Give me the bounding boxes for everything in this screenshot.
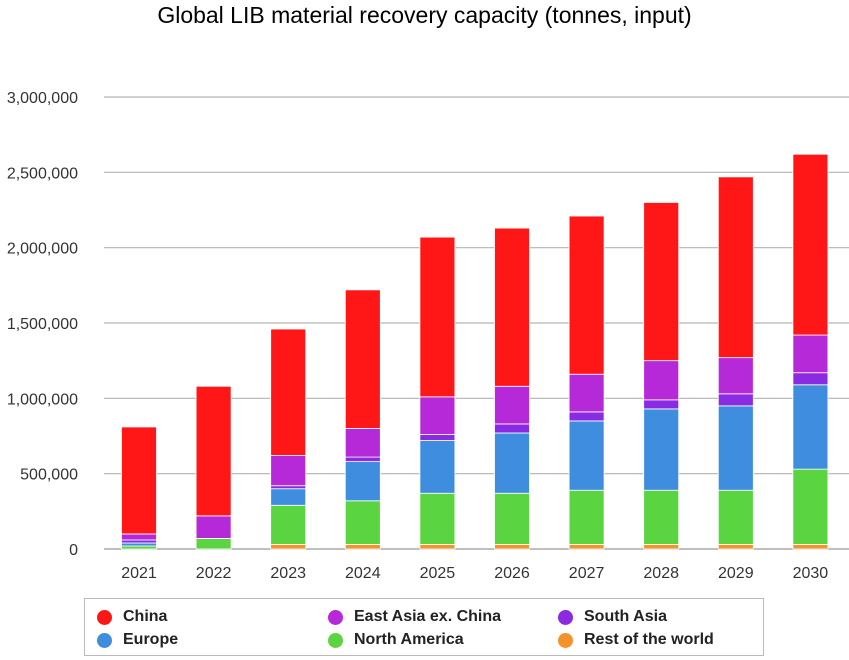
bar-segment xyxy=(419,434,456,441)
bar-segment xyxy=(792,153,829,336)
bar-segment xyxy=(494,227,530,387)
bar-segment xyxy=(270,544,307,550)
legend-swatch xyxy=(97,632,112,648)
bar-segment xyxy=(195,538,232,550)
legend-label: East Asia ex. China xyxy=(354,608,502,625)
legend-swatch xyxy=(558,609,573,625)
bar-segment xyxy=(792,372,829,386)
legend: China East Asia ex. China South Asia Eur… xyxy=(84,598,764,656)
chart-title: Global LIB material recovery capacity (t… xyxy=(157,2,692,28)
legend-label: North America xyxy=(354,631,464,648)
bar-segment xyxy=(344,289,381,429)
x-tick-label: 2024 xyxy=(345,565,381,582)
bar-segment xyxy=(568,544,605,550)
x-tick-label: 2023 xyxy=(270,565,306,582)
bar-segment xyxy=(643,408,680,491)
bar-segment xyxy=(494,432,530,494)
bar-segment xyxy=(121,426,157,535)
y-tick-label: 3,000,000 xyxy=(7,90,78,107)
x-tick-label: 2027 xyxy=(569,565,605,582)
x-tick-label: 2029 xyxy=(718,565,754,582)
bar-segment xyxy=(270,488,307,506)
bar-segment xyxy=(344,544,381,550)
bar-segment xyxy=(121,542,157,547)
bar-segment xyxy=(643,202,680,362)
bar-segment xyxy=(643,399,680,410)
bar-segment xyxy=(195,515,232,539)
bar-segment xyxy=(270,328,307,456)
bar-segment xyxy=(792,468,829,545)
bar-segment xyxy=(717,357,754,395)
bar-segment xyxy=(643,360,680,401)
bar-segment xyxy=(568,420,605,491)
x-tick-label: 2030 xyxy=(793,565,829,582)
bar-segment xyxy=(643,544,680,550)
bar-segment xyxy=(419,492,456,545)
legend-swatch xyxy=(328,609,343,625)
bar-segment xyxy=(344,456,381,463)
bar-segment xyxy=(344,461,381,502)
bar-segment xyxy=(643,489,680,545)
bar-segment xyxy=(792,384,829,470)
bar-segment xyxy=(494,544,530,550)
bar-segment xyxy=(121,539,157,544)
bar-segment xyxy=(717,405,754,491)
bar-segment xyxy=(717,544,754,550)
legend-item-europe: Europe xyxy=(97,630,178,650)
bar-segment xyxy=(121,545,157,550)
legend-swatch xyxy=(97,609,112,625)
legend-item-rest-of-the-world: Rest of the world xyxy=(558,630,714,650)
legend-item-east-asia-ex-china: East Asia ex. China xyxy=(328,607,501,627)
bar-segment xyxy=(717,393,754,407)
bar-segment xyxy=(195,385,232,517)
bars xyxy=(121,153,829,550)
legend-label: Rest of the world xyxy=(584,631,714,648)
y-tick-label: 0 xyxy=(69,542,78,559)
bar-segment xyxy=(568,411,605,422)
bar-segment xyxy=(568,215,605,375)
bar-segment xyxy=(717,489,754,545)
bar-segment xyxy=(494,423,530,434)
y-tick-label: 500,000 xyxy=(20,467,78,484)
bar-segment xyxy=(717,176,754,359)
legend-swatch xyxy=(558,632,573,648)
bar-segment xyxy=(494,385,530,425)
bar-segment xyxy=(121,533,157,541)
legend-swatch xyxy=(328,632,343,648)
bar-segment xyxy=(792,334,829,374)
y-tick-label: 2,500,000 xyxy=(7,165,78,182)
bar-segment xyxy=(270,485,307,490)
stacked-bar-chart: 0 500,000 1,000,000 1,500,000 2,000,000 2,500… xyxy=(7,90,849,582)
legend-label: China xyxy=(123,608,168,625)
legend-item-north-america: North America xyxy=(328,630,464,650)
legend-item-south-asia: South Asia xyxy=(558,607,667,627)
bar-segment xyxy=(344,500,381,545)
bar-segment xyxy=(270,455,307,487)
x-tick-label: 2021 xyxy=(121,565,157,582)
axes: 0 500,000 1,000,000 1,500,000 2,000,000 2,500… xyxy=(7,90,828,582)
legend-label: Europe xyxy=(123,631,179,648)
bar-segment xyxy=(419,236,456,398)
x-tick-label: 2022 xyxy=(196,565,232,582)
bar-segment xyxy=(419,396,456,435)
x-tick-label: 2026 xyxy=(494,565,530,582)
bar-segment xyxy=(494,492,530,545)
bar-segment xyxy=(344,428,381,458)
y-tick-label: 1,000,000 xyxy=(7,391,78,408)
legend-item-china: China xyxy=(97,607,167,627)
x-tick-label: 2025 xyxy=(420,565,456,582)
y-tick-label: 1,500,000 xyxy=(7,316,78,333)
bar-segment xyxy=(792,544,829,550)
y-tick-label: 2,000,000 xyxy=(7,241,78,258)
bar-segment xyxy=(419,440,456,494)
x-tick-label: 2028 xyxy=(643,565,679,582)
bar-segment xyxy=(419,544,456,550)
bar-segment xyxy=(568,373,605,413)
legend-label: South Asia xyxy=(584,608,667,625)
bar-segment xyxy=(568,489,605,545)
bar-segment xyxy=(270,504,307,545)
